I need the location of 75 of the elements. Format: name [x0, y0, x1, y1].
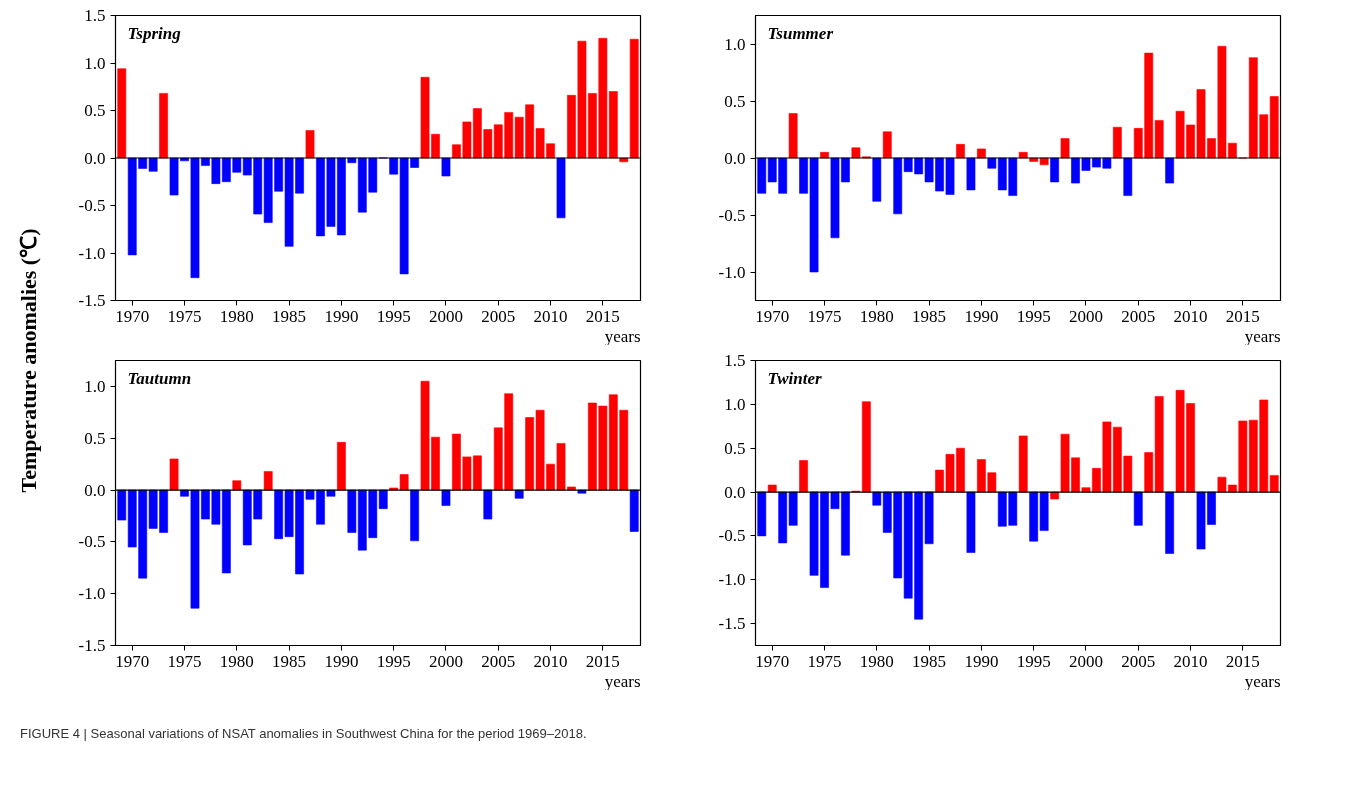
x-tick-label: 1990	[324, 651, 359, 671]
x-tick-label: 1970	[755, 306, 790, 326]
y-tick-label: 0.0	[724, 482, 746, 502]
x-tick-label: 2005	[1121, 651, 1156, 671]
x-axis-title: years	[604, 671, 641, 691]
x-tick-label: 1990	[324, 306, 359, 326]
x-tick-label: 1975	[167, 651, 202, 671]
text: Tautumn	[127, 368, 192, 388]
y-tick-label: 1.5	[84, 6, 106, 25]
caption: FIGURE 4 | Seasonal variations of NSAT anomalies in Southwest China for the period 1969–2018.	[20, 725, 587, 743]
y-tick-label: -1.0	[78, 584, 106, 604]
y-tick-label: 0.5	[84, 428, 106, 448]
y-tick-label: -0.5	[718, 526, 746, 546]
y-tick-label: 0.5	[84, 101, 106, 120]
y-tick-label: 0.5	[724, 91, 746, 111]
x-tick-label: 2010	[1173, 651, 1208, 671]
y-tick-label: -1.0	[718, 262, 746, 282]
x-tick-label: 1980	[219, 651, 254, 671]
y-tick-label: 1.0	[724, 394, 746, 414]
y-tick-label: -1.0	[718, 570, 746, 590]
x-tick-label: 2015	[585, 306, 620, 326]
x-tick-label: 1985	[912, 306, 947, 326]
x-tick-label: 1985	[272, 651, 307, 671]
x-axis-title: years	[1244, 671, 1281, 691]
x-tick-label: 1980	[859, 651, 894, 671]
y-tick-label: -0.5	[78, 196, 106, 215]
x-tick-label: 1970	[115, 306, 150, 326]
x-tick-label: 1990	[964, 306, 999, 326]
x-tick-label: 1970	[755, 651, 790, 671]
x-tick-label: 1975	[167, 306, 202, 326]
y-tick-label: 0.0	[84, 148, 106, 168]
x-tick-label: 2000	[1068, 306, 1103, 326]
y-tick-label: 1.0	[724, 34, 746, 54]
x-tick-label: 2015	[1225, 651, 1260, 671]
y-tick-label: 1.5	[724, 351, 746, 370]
text: Tsummer	[767, 23, 834, 43]
y-tick-label: 0.0	[84, 480, 106, 500]
x-tick-label: 2000	[428, 306, 463, 326]
x-tick-label: 2000	[1068, 651, 1103, 671]
x-tick-label: 2010	[533, 651, 568, 671]
text: Tspring	[127, 23, 182, 43]
x-axis-title: years	[1244, 326, 1281, 346]
y-tick-label: -1.5	[718, 614, 746, 634]
x-tick-label: 2015	[1225, 306, 1260, 326]
x-tick-label: 1995	[376, 651, 411, 671]
x-tick-label: 2005	[481, 306, 516, 326]
x-tick-label: 1985	[272, 306, 307, 326]
x-tick-label: 1995	[376, 306, 411, 326]
x-tick-label: 1995	[1016, 306, 1051, 326]
x-tick-label: 1975	[807, 306, 842, 326]
y-tick-label: 0.5	[724, 438, 746, 458]
x-tick-label: 2015	[585, 651, 620, 671]
x-tick-label: 1970	[115, 651, 150, 671]
x-tick-label: 1995	[1016, 651, 1051, 671]
text: Twinter	[767, 368, 823, 388]
x-tick-label: 2005	[1121, 306, 1156, 326]
x-tick-label: 2010	[1173, 306, 1208, 326]
x-tick-label: 2005	[481, 651, 516, 671]
y-tick-label: 1.0	[84, 53, 106, 73]
y-tick-label: 0.0	[724, 148, 746, 168]
x-tick-label: 1975	[807, 651, 842, 671]
x-tick-label: 2010	[533, 306, 568, 326]
x-axis-title: years	[604, 326, 641, 346]
y-tick-label: -0.5	[718, 205, 746, 225]
y-axis-title: Temperature anomalies (℃)	[15, 228, 41, 493]
x-tick-label: 2000	[428, 651, 463, 671]
y-tick-label: -0.5	[78, 532, 106, 552]
y-tick-label: -1.5	[78, 636, 106, 655]
y-tick-label: -1.0	[78, 243, 106, 263]
y-tick-label: -1.5	[78, 291, 106, 310]
x-tick-label: 1980	[219, 306, 254, 326]
x-tick-label: 1990	[964, 651, 999, 671]
x-tick-label: 1980	[859, 306, 894, 326]
x-tick-label: 1985	[912, 651, 947, 671]
y-tick-label: 1.0	[84, 376, 106, 396]
